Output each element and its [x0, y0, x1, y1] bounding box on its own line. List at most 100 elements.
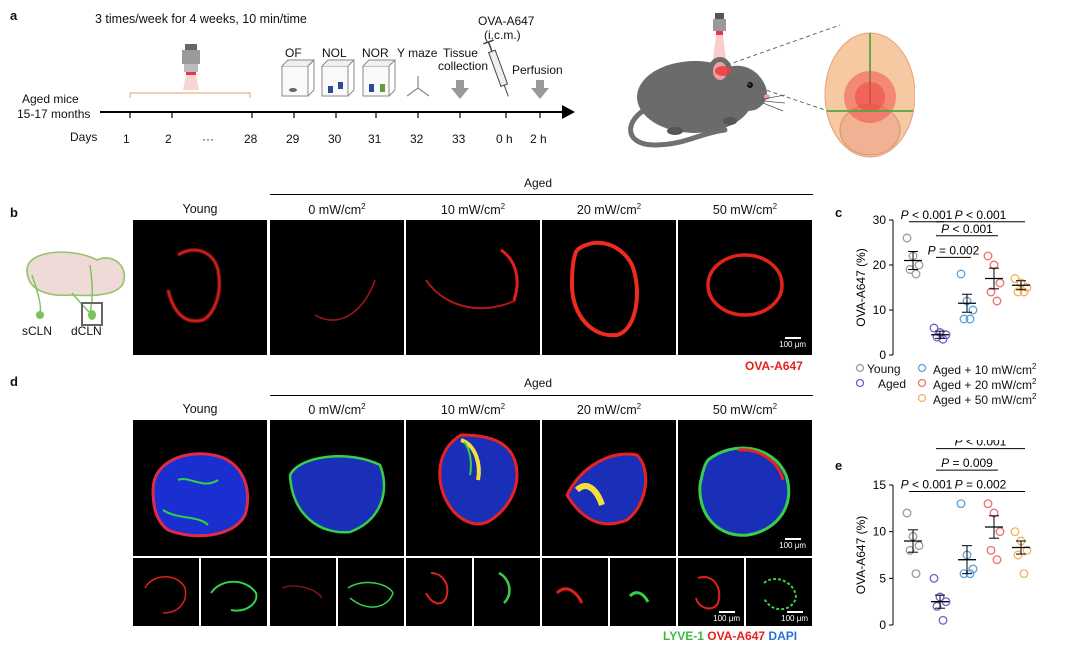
chart-e-point — [983, 499, 993, 509]
column-header-50-d: 50 mW/cm2 — [712, 402, 778, 418]
legend-marker-aged20 — [917, 378, 927, 388]
chart-e-point — [932, 601, 942, 611]
chart-c-point — [1022, 283, 1032, 292]
chart-e-point — [968, 564, 978, 574]
injection-label-2: (i.c.m.) — [484, 28, 521, 42]
chart-c-point — [1013, 287, 1023, 297]
thumb-d-10-ova — [406, 558, 472, 626]
tick-label-31: 31 — [368, 132, 382, 146]
chart-c-point — [932, 332, 942, 342]
micrograph-b-young — [133, 220, 267, 355]
tick-label-2h: 2 h — [530, 132, 547, 146]
chart-c-point — [983, 251, 993, 261]
syringe-icon — [483, 39, 509, 97]
chart-e-p-value: P = 0.002 — [955, 478, 1007, 492]
chart-e-p-value: P < 0.001 — [901, 478, 953, 492]
chart-c-p-value: P < 0.001 — [941, 222, 993, 236]
legend-young: Young — [867, 362, 901, 376]
legend-aged20: Aged + 20 mW/cm2 — [933, 377, 1037, 392]
chart-e-point — [905, 545, 915, 555]
chart-e-p-value: P = 0.009 — [941, 456, 993, 470]
chart-e-point — [914, 541, 924, 551]
timeline-graphic — [100, 39, 575, 119]
tick-label-0h: 0 h — [496, 132, 513, 146]
chart-c-point — [995, 278, 1005, 288]
thumb-d-young-ova — [133, 558, 199, 626]
scale-label-thumb-1: 100 μm — [713, 614, 740, 623]
thumb-d-20-lyve — [610, 558, 676, 626]
chart-c-y-tick-label: 10 — [873, 303, 887, 317]
tick-label-2: 2 — [165, 132, 172, 146]
chart-c-p-value: P = 0.002 — [928, 243, 980, 257]
chart-e-point — [1013, 550, 1023, 560]
chart-e-point — [902, 508, 912, 518]
test-label-nor: NOR — [362, 46, 389, 60]
y-maze-icon — [406, 76, 430, 97]
panel-letter-c: c — [835, 205, 843, 220]
chart-c-point — [1010, 274, 1020, 283]
micrograph-d-50: 100 μm — [678, 420, 812, 556]
chart-c-point — [929, 323, 939, 333]
perfusion-label: Perfusion — [512, 63, 563, 77]
column-header-0-d: 0 mW/cm2 — [308, 402, 366, 418]
tick-label-ellipsis: ··· — [202, 132, 214, 146]
brain-icon — [824, 32, 915, 158]
panel-letter-a: a — [10, 8, 18, 23]
chart-e-point — [956, 499, 966, 509]
test-label-ymaze: Y maze — [397, 46, 438, 60]
scale-label-thumb-2: 100 μm — [781, 614, 808, 623]
chart-e-point — [986, 545, 996, 555]
thumb-d-20-ova — [542, 558, 608, 626]
subject-label-2: 15-17 months — [17, 107, 91, 121]
chart-c-point — [902, 233, 912, 243]
chart-c-point — [911, 269, 921, 279]
chart-c-y-tick-label: 0 — [879, 348, 886, 362]
scln-label: sCLN — [22, 324, 53, 338]
tick-label-1: 1 — [123, 132, 130, 146]
micrograph-b-20 — [542, 220, 676, 355]
down-arrow-icon — [451, 80, 549, 99]
thumb-d-10-lyve — [474, 558, 540, 626]
tick-label-32: 32 — [410, 132, 424, 146]
chart-e-point — [1019, 569, 1029, 579]
chart-c-p-value: P < 0.001 — [901, 208, 953, 222]
thumb-d-50-lyve: 100 μm — [746, 558, 812, 626]
chart-e-point — [1010, 527, 1020, 537]
chart-c-point — [959, 314, 969, 324]
thumb-d-0-ova — [270, 558, 336, 626]
chart-e-point — [992, 555, 1002, 565]
chart-c-y-tick-label: 20 — [873, 258, 887, 272]
legend-aged10: Aged + 10 mW/cm2 — [933, 362, 1037, 377]
scale-label-d: 100 μm — [779, 541, 806, 550]
chart-e-point — [929, 573, 939, 583]
panel-letter-e: e — [835, 458, 843, 473]
chart-c-point — [1019, 287, 1029, 297]
lymph-node-schematic — [26, 251, 126, 326]
subject-label-1: Aged mice — [22, 92, 79, 106]
days-label: Days — [70, 130, 98, 144]
chart-e-point — [995, 527, 1005, 537]
injection-label-1: OVA-A647 — [478, 14, 535, 28]
tissue-label-1: Tissue — [443, 46, 478, 60]
legend-marker-aged10 — [917, 363, 927, 373]
legend-marker-young — [855, 363, 865, 373]
panel-letter-b: b — [10, 205, 18, 220]
thumb-d-50-ova: 100 μm — [678, 558, 744, 626]
chart-e-point — [938, 615, 948, 625]
column-header-0-b: 0 mW/cm2 — [308, 202, 366, 218]
chart-c-point — [992, 296, 1002, 306]
legend-marker-aged50 — [917, 393, 927, 403]
chart-c-point — [938, 334, 948, 344]
micrograph-b-10 — [406, 220, 540, 355]
treatment-schedule: 3 times/week for 4 weeks, 10 min/time — [95, 12, 307, 26]
dcln-label: dCLN — [71, 324, 102, 338]
column-header-young-b: Young — [182, 202, 218, 216]
nor-box-icon — [362, 59, 397, 97]
chart-c-y-tick-label: 30 — [873, 213, 887, 227]
aged-bracket-d — [270, 395, 813, 396]
legend-marker-aged — [855, 378, 865, 388]
chart-c-p-value: P < 0.001 — [955, 208, 1007, 222]
test-label-of: OF — [285, 46, 302, 60]
